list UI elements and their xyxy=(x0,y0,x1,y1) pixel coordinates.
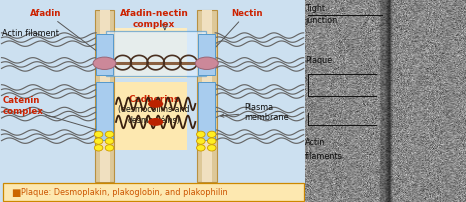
Bar xyxy=(96,35,113,75)
Circle shape xyxy=(94,132,103,138)
Text: Afadin-nectin: Afadin-nectin xyxy=(120,9,189,18)
Text: Afadin: Afadin xyxy=(30,9,102,55)
Circle shape xyxy=(197,132,205,138)
Bar xyxy=(104,29,187,79)
Bar xyxy=(199,35,215,75)
Bar xyxy=(104,83,187,150)
Text: Nectin: Nectin xyxy=(209,9,263,55)
Circle shape xyxy=(197,145,205,151)
Circle shape xyxy=(105,138,114,145)
Ellipse shape xyxy=(195,58,218,70)
Text: Plaque: Plaque xyxy=(305,56,332,65)
Bar xyxy=(197,11,217,182)
Text: Actin filament: Actin filament xyxy=(2,29,60,38)
Circle shape xyxy=(94,145,103,151)
Circle shape xyxy=(94,138,103,145)
Circle shape xyxy=(207,138,216,145)
Text: ■: ■ xyxy=(11,187,20,197)
Ellipse shape xyxy=(148,118,163,126)
Bar xyxy=(95,11,115,182)
Circle shape xyxy=(105,132,114,138)
Text: (desmocollins and
desmogléins): (desmocollins and desmogléins) xyxy=(118,104,190,124)
Bar xyxy=(3,183,304,201)
Text: Cadherins: Cadherins xyxy=(129,94,180,103)
Circle shape xyxy=(105,145,114,151)
Bar xyxy=(199,83,215,140)
Text: Tight: Tight xyxy=(305,4,325,13)
Text: Actin: Actin xyxy=(305,137,325,146)
Text: complex: complex xyxy=(133,20,175,29)
Bar xyxy=(105,32,206,76)
Text: junction: junction xyxy=(305,16,337,25)
Text: filaments: filaments xyxy=(305,151,343,160)
Bar xyxy=(96,83,113,140)
Bar xyxy=(100,11,110,182)
Bar xyxy=(202,11,212,182)
Circle shape xyxy=(197,138,205,145)
Text: Catenin
complex: Catenin complex xyxy=(2,96,43,115)
Circle shape xyxy=(207,145,216,151)
Ellipse shape xyxy=(93,58,116,70)
Ellipse shape xyxy=(148,100,163,108)
Circle shape xyxy=(207,132,216,138)
Text: Plasma
membrane: Plasma membrane xyxy=(220,103,289,122)
Text: Plaque: Desmoplakin, plakoglobin, and plakophilin: Plaque: Desmoplakin, plakoglobin, and pl… xyxy=(21,187,228,196)
